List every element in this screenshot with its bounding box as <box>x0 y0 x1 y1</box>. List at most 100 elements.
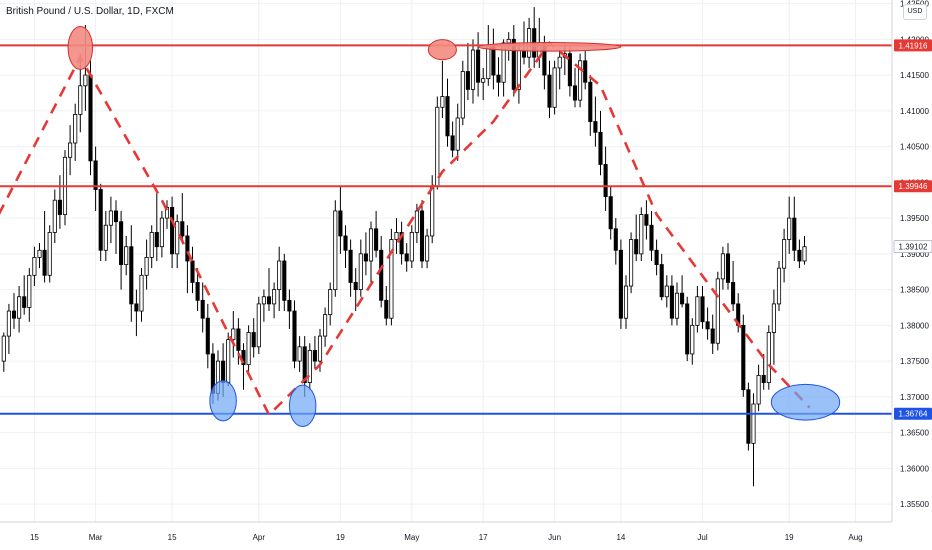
candle-body <box>190 260 195 283</box>
candle-body <box>674 292 680 319</box>
candle <box>231 311 236 358</box>
candle-body <box>715 278 720 344</box>
candle-body <box>486 46 491 80</box>
candle-body <box>557 56 562 69</box>
candle-body <box>68 142 73 158</box>
candle-body <box>644 214 649 226</box>
candles <box>1 7 807 487</box>
candle <box>608 185 613 240</box>
candle <box>460 60 465 126</box>
price-tick-label: 1.41500 <box>900 71 929 80</box>
candle <box>644 200 649 240</box>
date-tick-label: Jun <box>548 533 561 542</box>
candle <box>700 286 705 329</box>
candle-body <box>608 196 613 230</box>
candle <box>47 225 52 283</box>
candle-body <box>593 121 598 133</box>
candle <box>348 239 353 297</box>
candle <box>511 25 516 97</box>
candle <box>399 221 404 265</box>
candle-body <box>725 253 731 283</box>
blue-highlight-ellipse <box>288 384 317 428</box>
candle-body <box>414 210 419 233</box>
candle <box>685 296 690 362</box>
date-tick-label: 15 <box>30 533 39 542</box>
candle-body <box>425 235 430 262</box>
candle-body <box>470 49 476 90</box>
candle-body <box>374 228 379 251</box>
candle-body <box>746 389 751 444</box>
candle-body <box>164 206 170 219</box>
candle-body <box>384 299 389 319</box>
candle <box>470 39 476 104</box>
candle-body <box>261 296 266 305</box>
candle <box>731 261 736 312</box>
candle-body <box>669 285 674 319</box>
candle-body <box>598 131 603 165</box>
candle-body <box>129 246 134 305</box>
candle-body <box>277 260 282 291</box>
candle <box>639 207 644 261</box>
candle-body <box>634 239 639 255</box>
candle-body <box>57 199 62 215</box>
date-tick-label: 15 <box>168 533 177 542</box>
candle <box>68 125 73 176</box>
candle-body <box>246 332 251 366</box>
candle <box>552 60 557 115</box>
candle-body <box>88 74 93 162</box>
candle-body <box>797 249 802 262</box>
candle-body <box>460 71 465 119</box>
candle <box>409 225 414 269</box>
candle-body <box>353 282 358 291</box>
price-tick-label: 1.35500 <box>900 500 929 509</box>
price-tick-label: 1.37500 <box>900 357 929 366</box>
candle-body <box>705 321 710 330</box>
candle-body <box>476 49 481 83</box>
candle <box>669 275 674 326</box>
candle <box>746 382 751 451</box>
candle-body <box>516 49 521 90</box>
candle <box>57 175 62 229</box>
candle <box>705 307 710 340</box>
candle <box>277 246 282 312</box>
candle-body <box>287 299 292 312</box>
currency-selector[interactable]: USD <box>903 4 927 20</box>
candle <box>547 60 552 118</box>
candle-body <box>572 85 578 101</box>
candle-body <box>603 164 608 198</box>
candle <box>557 50 562 90</box>
candle-body <box>654 249 659 265</box>
candle <box>343 225 348 269</box>
candle-body <box>685 303 690 355</box>
candle-body <box>17 296 22 319</box>
candle-body <box>613 228 618 251</box>
chart-title: British Pound / U.S. Dollar, 1D, FXCM <box>6 6 174 17</box>
candle <box>394 218 399 254</box>
candle-body <box>159 217 164 248</box>
candle-body <box>440 96 445 108</box>
price-tick-label: 1.38000 <box>900 321 929 330</box>
candle <box>323 307 328 347</box>
candle-body <box>496 74 501 83</box>
candle <box>649 210 654 261</box>
candle <box>496 57 501 97</box>
candle-body <box>32 257 37 276</box>
candle-body <box>256 303 261 348</box>
blue-highlight-ellipse <box>770 383 841 421</box>
candle <box>353 268 358 312</box>
candle-body <box>766 332 771 383</box>
candle-body <box>430 185 435 237</box>
candle-body <box>506 38 511 44</box>
candle <box>1 332 6 372</box>
candle-body <box>776 267 782 305</box>
candle-body <box>236 328 241 351</box>
candle <box>164 200 170 229</box>
candle-body <box>297 346 302 362</box>
candle-body <box>792 217 797 251</box>
date-tick-label: 19 <box>785 533 794 542</box>
candle <box>134 289 139 337</box>
candle-body <box>52 199 57 233</box>
candle <box>200 282 205 333</box>
candle-body <box>664 285 669 298</box>
